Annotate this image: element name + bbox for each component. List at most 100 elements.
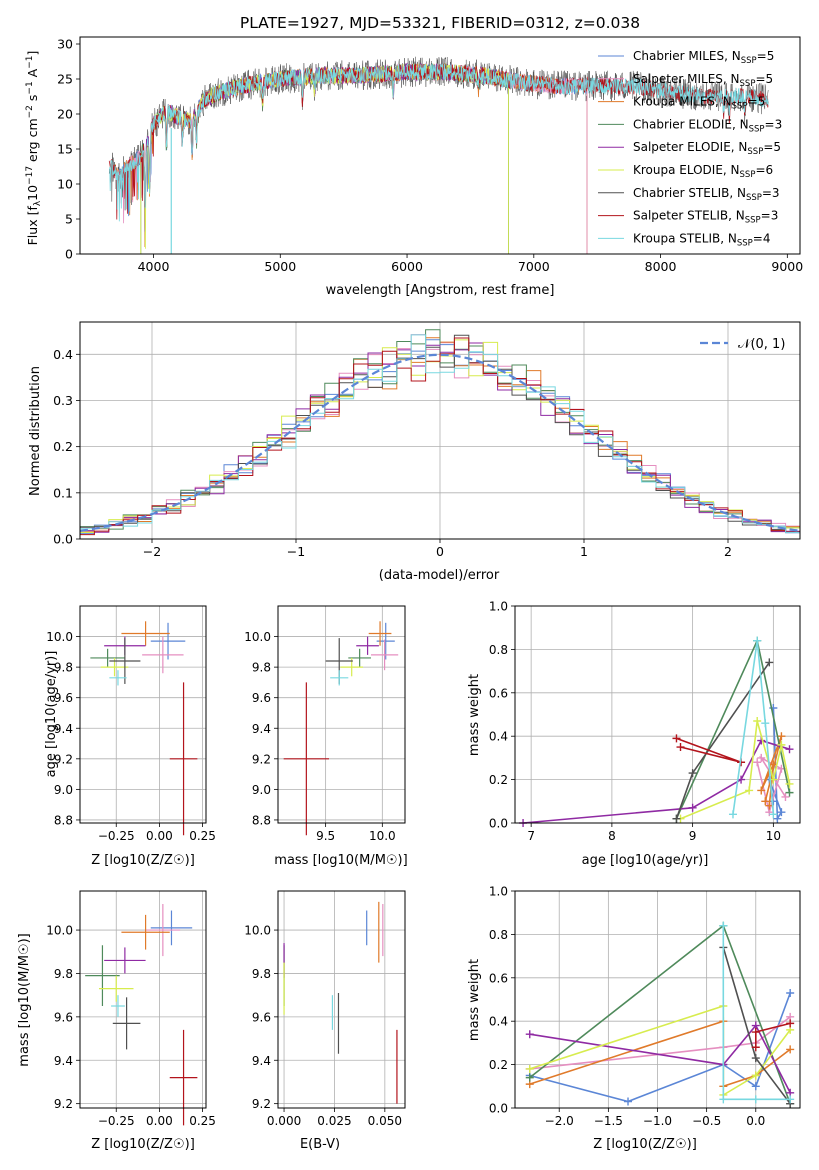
y-tick-label: 0.3	[53, 393, 73, 408]
weight-marker	[777, 740, 786, 749]
x-tick-label: 0.050	[368, 1114, 402, 1128]
spectrum-series-line	[140, 63, 509, 254]
y-tick-label: 0	[65, 247, 73, 262]
x-tick-label: −2.0	[545, 1114, 574, 1128]
x-tick-label: −1	[287, 544, 305, 559]
x-tick-label: −0.5	[692, 1114, 721, 1128]
x-tick-label: 1	[580, 544, 588, 559]
x-tick-label: 0.025	[317, 1114, 351, 1128]
legend-label: Kroupa ELODIE, NSSP=6	[633, 163, 773, 180]
weight-series-line	[732, 640, 775, 815]
y-tick-label: 10.0	[244, 924, 271, 938]
x-tick-label: −1.0	[643, 1114, 672, 1128]
y-tick-label: 9.4	[54, 722, 73, 736]
axes-frame	[514, 605, 801, 824]
axes-frame	[79, 605, 207, 824]
massz-ylabel: mass [log10(M/M☉)]	[17, 933, 32, 1066]
y-tick-label: 5	[65, 212, 73, 227]
y-tick-label: 1.0	[489, 885, 508, 899]
x-tick-label: 0	[436, 544, 444, 559]
x-tick-label: −0.25	[98, 1114, 135, 1128]
y-tick-label: 30	[57, 37, 73, 52]
weight-series-line	[680, 720, 791, 820]
residuals-xlabel: (data-model)/error	[379, 568, 500, 583]
residuals-ylabel: Normed distribution	[28, 366, 43, 496]
legend-label: Chabrier STELIB, NSSP=3	[633, 186, 780, 203]
weight-vs-metallicity-panel: −2.0 −1.5 −1.0 −0.5 0.0 0.0 0.2 0.4 0.6 0.8 1.0	[489, 885, 801, 1128]
weight-marker	[777, 808, 786, 817]
axes-frame	[514, 890, 801, 1109]
y-tick-label: 9.8	[252, 967, 271, 981]
weight-marker	[765, 658, 774, 667]
y-tick-label: 0.2	[489, 773, 508, 787]
massz-xlabel: Z [log10(Z/Z☉)]	[91, 1137, 195, 1152]
gaussian-curve	[80, 353, 800, 532]
legend-label: 𝒩(0, 1)	[738, 337, 785, 352]
spectrum-lines	[108, 56, 769, 254]
y-tick-label: 9.8	[252, 661, 271, 675]
weight-marker	[719, 1095, 728, 1104]
y-tick-label: 0.1	[53, 485, 73, 500]
x-tick-label: −2	[143, 544, 161, 559]
massebv-xlabel: E(B-V)	[300, 1137, 340, 1152]
y-tick-label: 25	[57, 72, 73, 87]
x-tick-label: 9.5	[316, 829, 335, 843]
weight-marker	[757, 786, 766, 795]
y-tick-label: 9.2	[54, 752, 73, 766]
y-tick-label: 9.2	[252, 1097, 271, 1111]
spectrum-panel: 4000 5000 6000 7000 8000 9000 0 5 10 15 20 25 30 Chab…	[57, 36, 803, 274]
weight-marker	[785, 745, 794, 754]
y-tick-label: 0.6	[489, 686, 508, 700]
weight-marker	[781, 792, 790, 801]
weight-marker	[672, 814, 681, 823]
weight-marker	[751, 1095, 760, 1104]
weight-marker	[777, 732, 786, 741]
weight-marker	[786, 1095, 795, 1104]
y-tick-label: 10.0	[46, 630, 73, 644]
weight-marker	[672, 734, 681, 743]
weight-marker	[773, 814, 782, 823]
y-tick-label: 8.8	[252, 813, 271, 827]
y-tick-label: 0.6	[489, 971, 508, 985]
wz-ylabel: mass weight	[467, 959, 482, 1041]
x-tick-label: 10	[766, 829, 781, 843]
weight-marker	[676, 743, 685, 752]
x-tick-label: 5000	[264, 259, 296, 274]
y-tick-label: 20	[57, 107, 73, 122]
weight-marker	[688, 769, 697, 778]
legend-label: Kroupa STELIB, NSSP=4	[633, 231, 771, 248]
weight-marker	[745, 786, 754, 795]
y-tick-label: 10	[57, 177, 73, 192]
y-tick-label: 9.0	[252, 783, 271, 797]
agez-ylabel: age [log10(age/yr)]	[44, 651, 59, 778]
spectrum-ylabel: Flux [fλ10−17 erg cm−2 s−1 A−1]	[25, 51, 43, 246]
weight-marker	[751, 1071, 760, 1080]
weight-marker	[785, 788, 794, 797]
weight-marker	[728, 810, 737, 819]
x-tick-label: 7	[527, 829, 535, 843]
spectrum-xlabel: wavelength [Angstrom, rest frame]	[326, 283, 555, 298]
y-tick-label: 9.6	[252, 1010, 271, 1024]
y-tick-label: 0.0	[53, 532, 73, 547]
axes-frame	[79, 321, 801, 540]
y-tick-label: 0.0	[489, 1102, 508, 1116]
x-tick-label: 0.25	[189, 1114, 216, 1128]
weight-marker	[753, 758, 762, 767]
y-tick-label: 9.8	[54, 967, 73, 981]
weight-marker	[719, 921, 728, 930]
x-tick-label: 0.0	[746, 1114, 765, 1128]
x-tick-label: 9000	[771, 259, 803, 274]
x-tick-label: 0.25	[189, 829, 216, 843]
weight-marker	[751, 1082, 760, 1091]
x-tick-label: 10.0	[369, 829, 396, 843]
weight-marker	[785, 779, 794, 788]
x-tick-label: 0.000	[267, 1114, 301, 1128]
weight-marker	[688, 803, 697, 812]
y-tick-label: 1.0	[489, 600, 508, 614]
histogram-lines	[80, 329, 800, 537]
weight-marker	[786, 988, 795, 997]
weight-marker	[757, 753, 766, 762]
x-tick-label: 7000	[518, 259, 550, 274]
weight-marker	[525, 1030, 534, 1039]
legend-label: Chabrier ELODIE, NSSP=3	[633, 117, 782, 134]
